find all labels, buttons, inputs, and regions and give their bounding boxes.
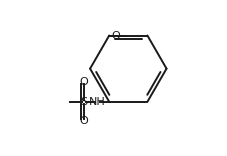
Text: O: O xyxy=(111,31,120,41)
Text: O: O xyxy=(80,77,89,87)
Text: S: S xyxy=(81,97,88,107)
Text: NH: NH xyxy=(89,97,106,107)
Text: O: O xyxy=(80,116,89,126)
